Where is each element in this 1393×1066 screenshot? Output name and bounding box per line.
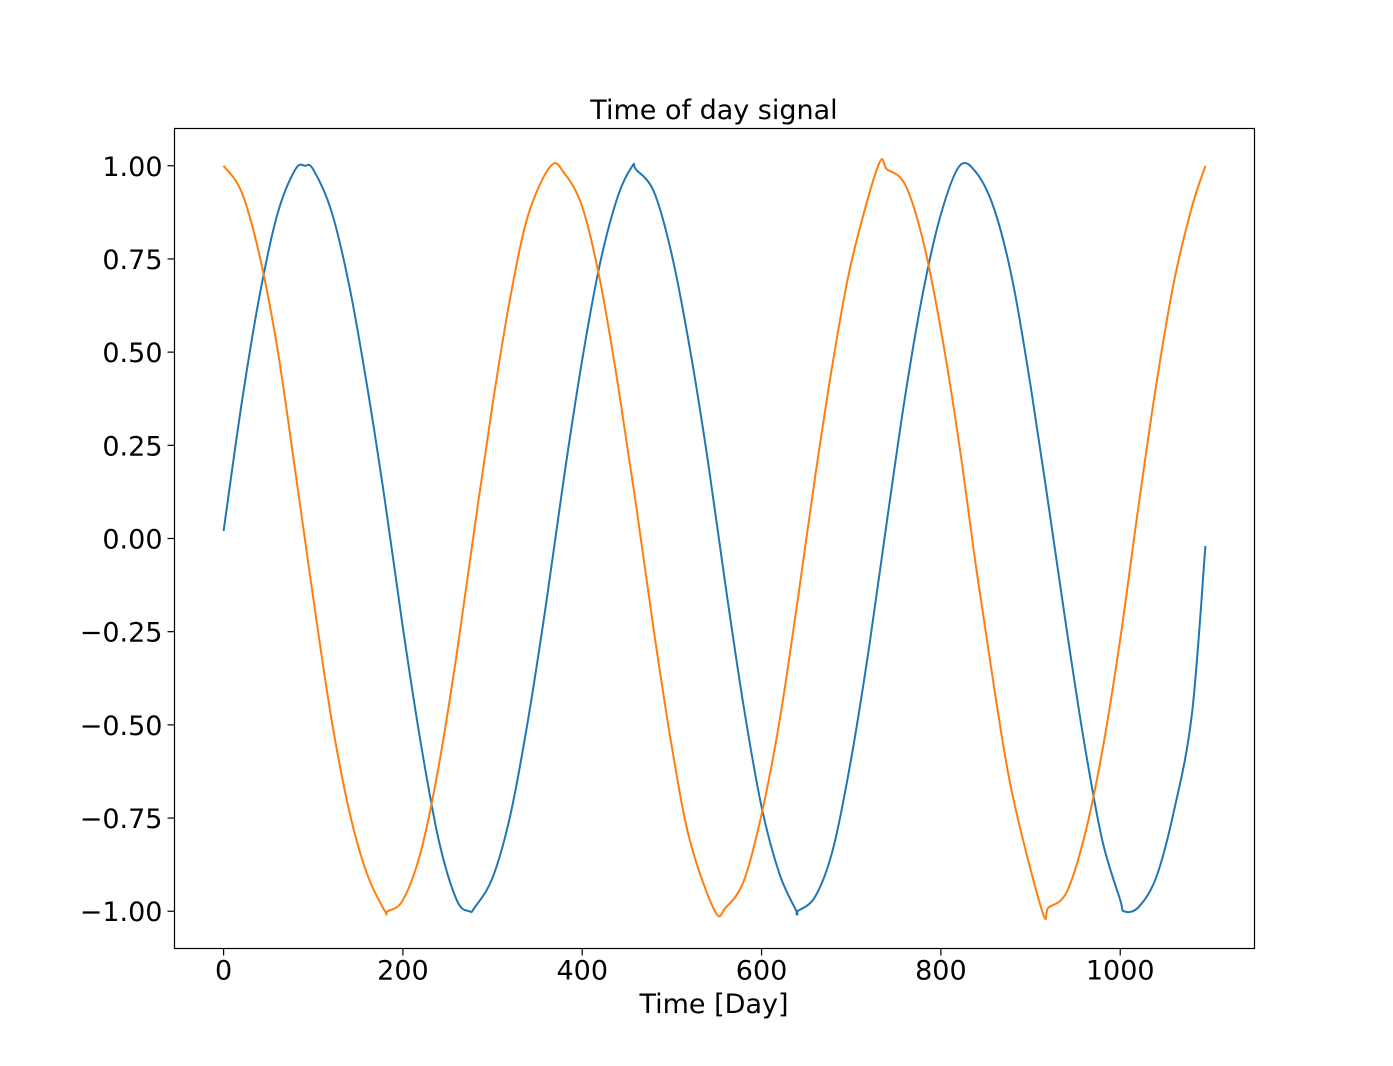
x-tick-label: 0 bbox=[215, 956, 232, 987]
x-axis-label: Time [Day] bbox=[638, 989, 788, 1020]
y-tick-label: −0.25 bbox=[80, 618, 163, 649]
x-tick-label: 1000 bbox=[1086, 956, 1155, 987]
x-axis: 0 200 400 600 800 1000 bbox=[215, 948, 1155, 987]
series-layer bbox=[222, 158, 1207, 921]
series-line-2 bbox=[222, 158, 1207, 921]
series-line-1 bbox=[222, 162, 1207, 916]
y-tick-label: 0.75 bbox=[102, 245, 162, 276]
chart-title: Time of day signal bbox=[589, 95, 837, 126]
y-tick-label: −0.75 bbox=[80, 804, 163, 835]
y-tick-label: −0.50 bbox=[80, 711, 163, 742]
x-tick-label: 600 bbox=[736, 956, 788, 987]
x-tick-label: 400 bbox=[556, 956, 608, 987]
y-tick-label: 0.25 bbox=[102, 431, 162, 462]
y-tick-label: 1.00 bbox=[102, 152, 162, 183]
x-tick-label: 200 bbox=[377, 956, 429, 987]
y-tick-label: −1.00 bbox=[80, 897, 163, 928]
y-tick-label: 0.00 bbox=[102, 525, 162, 556]
x-tick-label: 800 bbox=[915, 956, 967, 987]
y-tick-label: 0.50 bbox=[102, 338, 162, 369]
y-axis: 1.00 0.75 0.50 0.25 0.00 −0.25 −0.50 −0.75 −1.00 bbox=[80, 152, 175, 928]
